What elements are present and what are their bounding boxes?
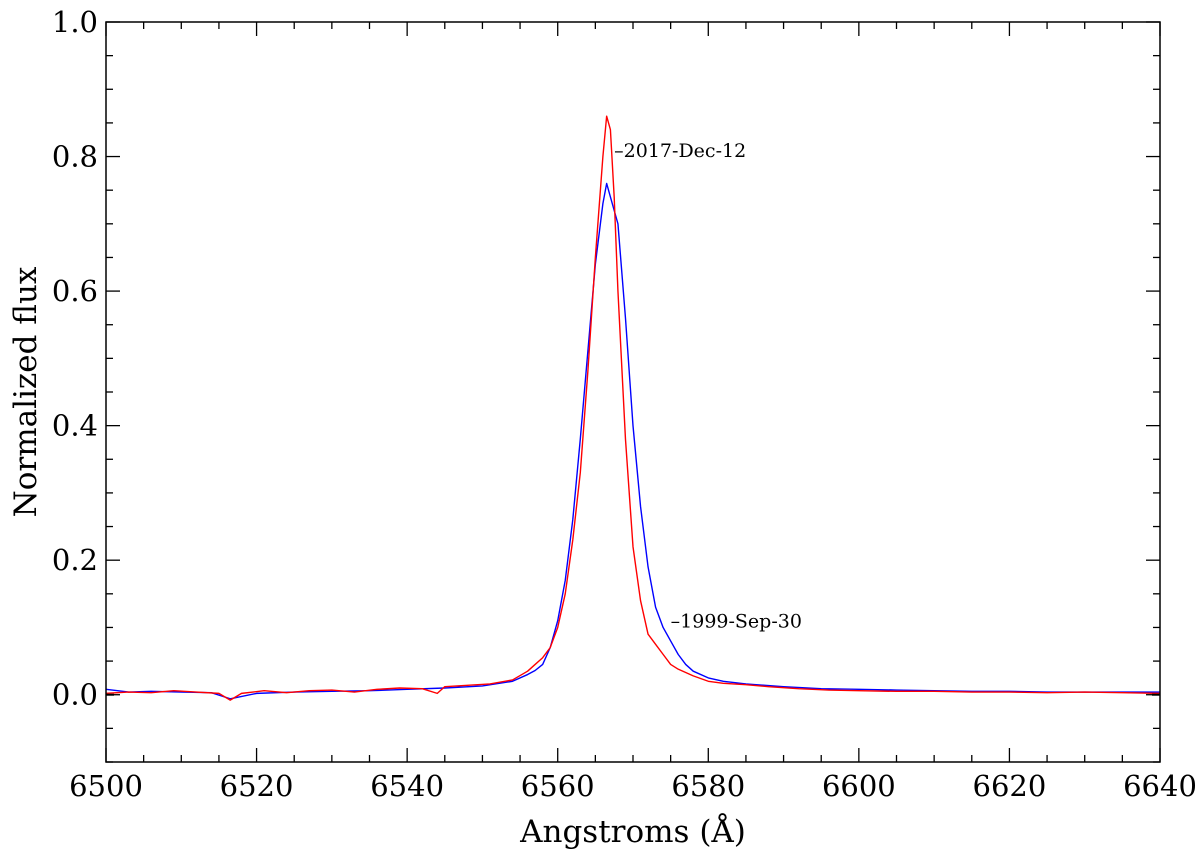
y-tick-label: 0.8 <box>52 140 98 174</box>
y-tick-label: 0.4 <box>52 409 98 443</box>
y-axis-title: Normalized flux <box>8 266 44 517</box>
x-tick-label: 6620 <box>973 769 1047 803</box>
x-tick-label: 6500 <box>69 769 143 803</box>
tick-labels-layer: 6500 6520 6540 6560 6580 6600 6620 6640 0.0 0.2 0.… <box>52 5 1197 803</box>
ticks-layer <box>105 21 1161 763</box>
series-layer <box>105 115 1161 701</box>
plot-frame <box>105 21 1161 763</box>
annotation-label-0: –2017-Dec-12 <box>614 140 746 162</box>
annotation-label-1: –1999-Sep-30 <box>671 611 802 633</box>
series-line-0 <box>105 115 1161 701</box>
y-tick-label: 0.6 <box>52 274 98 308</box>
x-axis-title: Angstroms (Å) <box>519 812 746 850</box>
annotation-layer: –2017-Dec-12 –1999-Sep-30 <box>614 140 802 633</box>
y-tick-label: 0.0 <box>52 678 98 712</box>
y-tick-label: 0.2 <box>52 543 98 577</box>
x-tick-label: 6560 <box>521 769 595 803</box>
x-tick-label: 6600 <box>822 769 896 803</box>
x-tick-label: 6540 <box>370 769 444 803</box>
x-tick-label: 6520 <box>220 769 294 803</box>
x-tick-label: 6640 <box>1123 769 1197 803</box>
series-line-1 <box>105 182 1160 700</box>
x-tick-label: 6580 <box>671 769 745 803</box>
y-tick-label: 1.0 <box>52 5 98 39</box>
